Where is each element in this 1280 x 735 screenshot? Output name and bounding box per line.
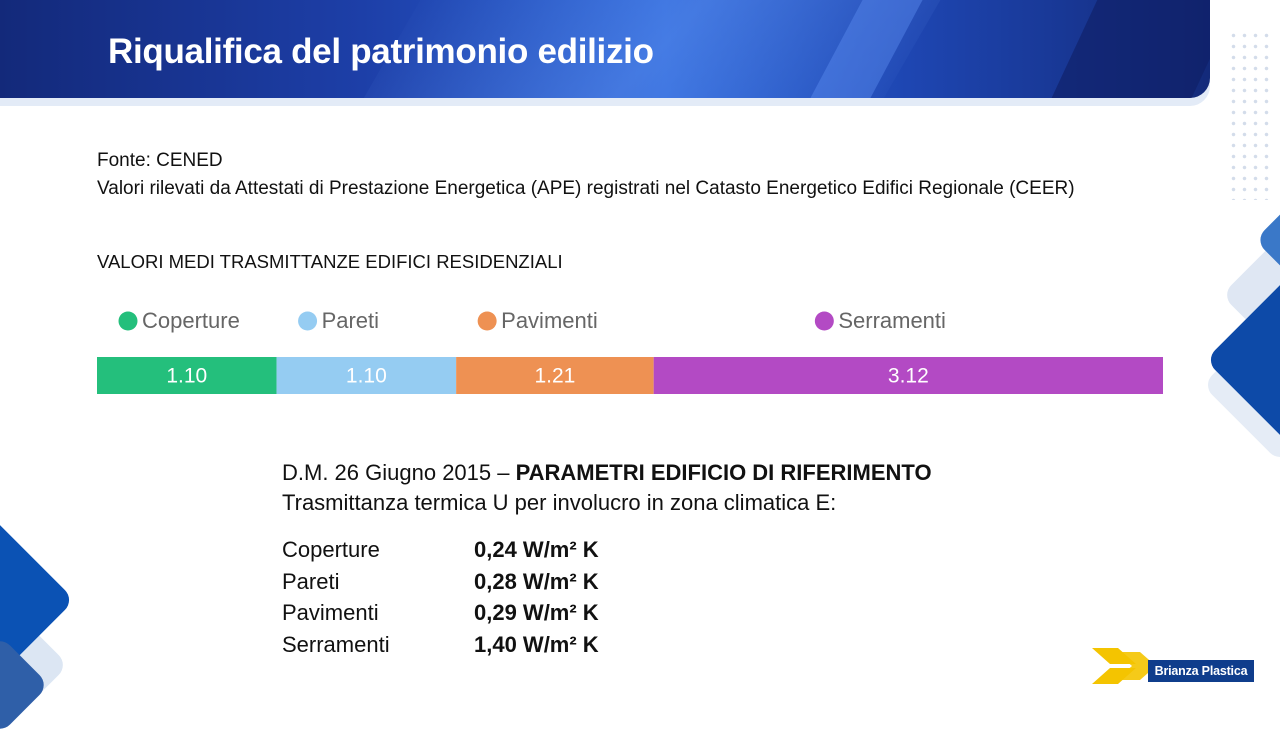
legend-label-pareti: Pareti	[322, 308, 379, 333]
table-row: Pavimenti 0,29 W/m² K	[282, 597, 599, 629]
legend-marker-pareti	[298, 311, 318, 331]
bar-value-label: 1.21	[534, 365, 575, 388]
source-note: Fonte: CENED Valori rilevati da Attestat…	[97, 147, 1075, 203]
legend-label-serramenti: Serramenti	[838, 308, 946, 333]
row-name: Coperture	[282, 537, 380, 562]
logo-text: Brianza Plastica	[1148, 660, 1254, 682]
table-row: Coperture 0,24 W/m² K	[282, 534, 599, 566]
source-line: Fonte: CENED	[97, 150, 223, 171]
slide-title: Riqualifica del patrimonio edilizio	[108, 32, 654, 71]
bar-value-label: 1.10	[166, 365, 207, 388]
table-row: Serramenti 1,40 W/m² K	[282, 629, 599, 661]
stacked-bar-chart: 1.10 Coperture 1.10 Pareti 1.21 Pavimenti 3.12…	[97, 308, 1163, 394]
row-value: 0,28 W/m² K	[474, 568, 599, 594]
bar-segment-pavimenti	[456, 357, 654, 394]
table-row: Pareti 0,28 W/m² K	[282, 566, 599, 598]
bar-segment-serramenti	[653, 357, 1163, 394]
row-value: 0,29 W/m² K	[474, 600, 599, 625]
brianza-plastica-logo: Brianza Plastica	[1092, 646, 1256, 686]
reference-heading: D.M. 26 Giugno 2015 – PARAMETRI EDIFICIO…	[282, 458, 932, 488]
header-banner: Riqualifica del patrimonio edilizio	[0, 0, 1210, 98]
bar-value-label: 1.10	[346, 365, 387, 388]
row-value: 0,24 W/m² K	[474, 537, 599, 562]
bar-segment-pareti	[276, 357, 457, 394]
legend-marker-pavimenti	[477, 311, 497, 331]
legend-label-coperture: Coperture	[142, 308, 240, 333]
reference-table: Coperture 0,24 W/m² K Pareti 0,28 W/m² K…	[282, 534, 599, 660]
row-name: Pavimenti	[282, 600, 379, 625]
bar-segment-coperture	[97, 357, 277, 394]
bar-value-label: 3.12	[888, 365, 929, 388]
logo-chevron-icon	[1092, 648, 1156, 684]
legend-marker-serramenti	[814, 311, 834, 331]
decorative-dot-grid	[1228, 30, 1272, 200]
reference-parameters: D.M. 26 Giugno 2015 – PARAMETRI EDIFICIO…	[282, 458, 932, 518]
reference-subtitle: Trasmittanza termica U per involucro in …	[282, 490, 837, 515]
chart-section-title: VALORI MEDI TRASMITTANZE EDIFICI RESIDEN…	[97, 251, 563, 272]
legend-label-pavimenti: Pavimenti	[501, 308, 598, 333]
source-description: Valori rilevati da Attestati di Prestazi…	[97, 178, 1075, 199]
row-name: Pareti	[282, 568, 340, 594]
row-name: Serramenti	[282, 631, 390, 657]
legend-marker-coperture	[118, 311, 138, 331]
row-value: 1,40 W/m² K	[474, 631, 599, 657]
reference-heading-bold: PARAMETRI EDIFICIO DI RIFERIMENTO	[515, 460, 932, 485]
reference-decree: D.M. 26 Giugno 2015 –	[282, 460, 516, 485]
